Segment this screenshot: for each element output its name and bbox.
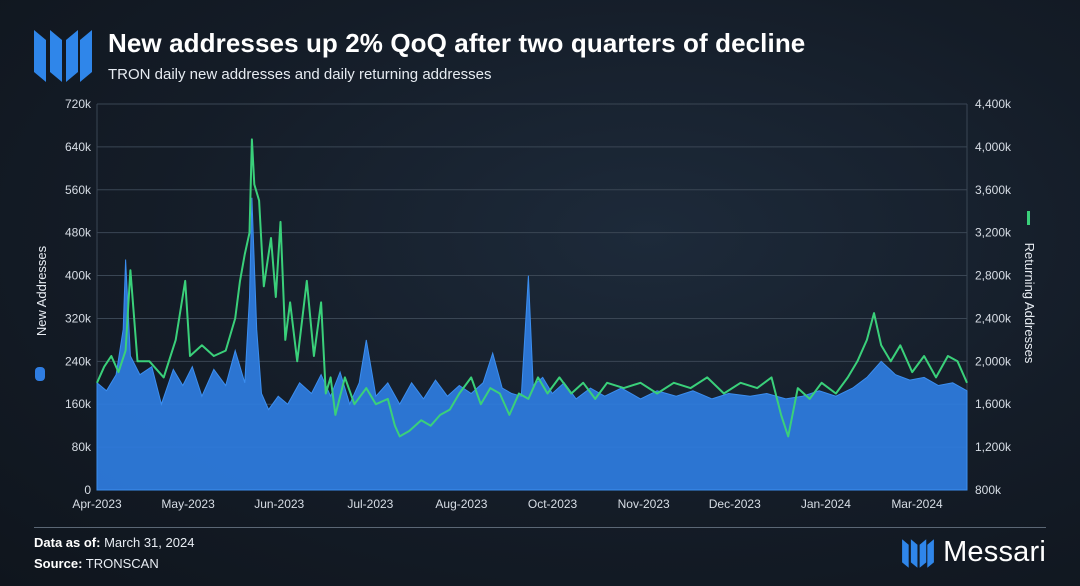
left-tick-label: 160k [65, 397, 92, 411]
right-tick-label: 800k [975, 483, 1002, 497]
source: Source: TRONSCAN [34, 556, 159, 571]
x-tick-label: Aug-2023 [435, 497, 487, 511]
x-tick-label: Apr-2023 [72, 497, 122, 511]
returning-addresses-line [96, 138, 968, 438]
x-tick-label: Oct-2023 [528, 497, 578, 511]
x-tick-label: Jan-2024 [801, 497, 851, 511]
right-tick-label: 2,800k [975, 269, 1012, 283]
chart-title: New addresses up 2% QoQ after two quarte… [108, 28, 806, 58]
x-tick-label: Nov-2023 [618, 497, 670, 511]
brand-logo-icon [902, 538, 934, 568]
left-tick-label: 320k [65, 311, 92, 325]
right-tick-label: 2,000k [975, 354, 1012, 368]
right-tick-label: 4,400k [975, 97, 1012, 111]
data-as-of-value: March 31, 2024 [104, 535, 195, 550]
right-tick-label: 3,600k [975, 183, 1012, 197]
right-axis-ticks: 800k 1,200k 1,600k 2,000k 2,400k 2,800k 3,200k… [975, 97, 1012, 497]
brand: Messari [901, 536, 1046, 569]
brand-name: Messari [943, 536, 1046, 568]
returning-addresses-line-layer [96, 138, 968, 438]
right-tick-label: 1,200k [975, 440, 1012, 454]
left-tick-label: 80k [72, 440, 92, 454]
left-tick-label: 400k [65, 269, 92, 283]
left-tick-label: 640k [65, 140, 92, 154]
right-tick-label: 3,200k [975, 226, 1012, 240]
left-tick-label: 560k [65, 183, 92, 197]
left-axis-label-group: New Addresses [34, 245, 49, 381]
source-value: TRONSCAN [85, 556, 159, 571]
left-axis-label: New Addresses [34, 245, 49, 336]
left-tick-label: 0 [84, 483, 91, 497]
messari-logo-icon [34, 30, 92, 82]
x-axis-ticks: Apr-2023 May-2023 Jun-2023 Jul-2023 Aug-2023… [72, 497, 943, 511]
new-addresses-area [96, 197, 968, 491]
left-tick-label: 480k [65, 226, 92, 240]
right-axis-label-group: Returning Addresses [1022, 211, 1037, 364]
returning-addresses-legend-marker [1027, 211, 1030, 225]
right-tick-label: 4,000k [975, 140, 1012, 154]
source-label: Source: [34, 556, 83, 571]
left-axis-ticks: 0 80k 160k 240k 320k 400k 480k 560k 640k 720k [65, 97, 92, 497]
x-tick-label: Jun-2023 [254, 497, 304, 511]
new-addresses-area-layer [96, 197, 968, 491]
x-tick-label: Jul-2023 [347, 497, 393, 511]
left-tick-label: 720k [65, 97, 92, 111]
x-tick-label: Dec-2023 [709, 497, 761, 511]
footer-divider [34, 527, 1046, 528]
data-as-of-label: Data as of: [34, 535, 101, 550]
right-axis-label: Returning Addresses [1022, 243, 1037, 364]
chart-subtitle: TRON daily new addresses and daily retur… [108, 66, 492, 83]
data-as-of: Data as of: March 31, 2024 [34, 535, 194, 550]
right-tick-label: 1,600k [975, 397, 1012, 411]
left-tick-label: 240k [65, 354, 92, 368]
x-tick-label: May-2023 [161, 497, 215, 511]
right-tick-label: 2,400k [975, 311, 1012, 325]
x-tick-label: Mar-2024 [891, 497, 943, 511]
axis-labels: New Addresses Returning Addresses [34, 211, 1037, 381]
new-addresses-legend-marker [35, 367, 45, 381]
